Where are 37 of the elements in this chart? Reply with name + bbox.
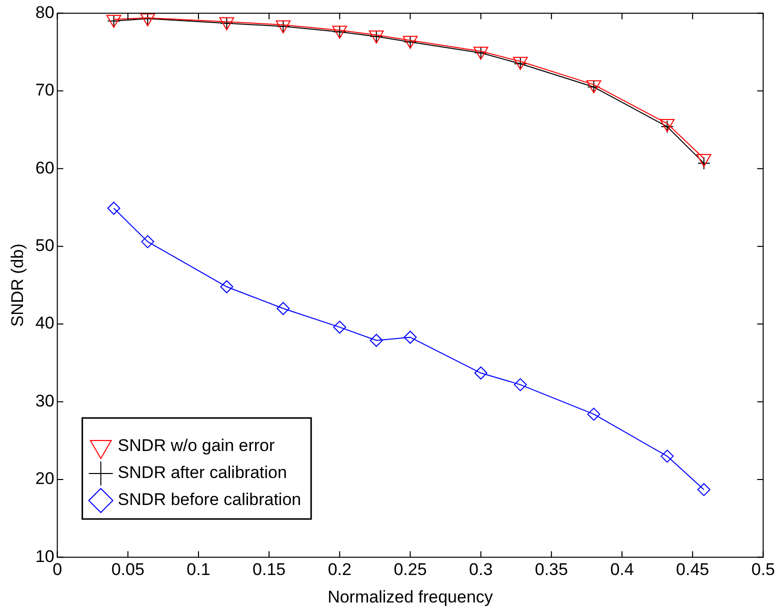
- y-tick-label: 60: [35, 158, 54, 178]
- x-tick-label: 0.3: [469, 560, 493, 580]
- x-tick-label: 0.5: [751, 560, 776, 580]
- y-tick-label: 80: [35, 2, 54, 22]
- point: [587, 408, 600, 421]
- x-tick-label: 0.45: [676, 560, 710, 580]
- x-tick-label: 0.25: [394, 560, 427, 580]
- point: [107, 202, 120, 215]
- x-tick-label: 0.1: [186, 560, 210, 580]
- x-tick-label: 0.05: [111, 560, 144, 580]
- point: [220, 280, 234, 294]
- point: [474, 366, 488, 380]
- y-tick-label: 40: [35, 314, 54, 333]
- y-tick-label: 10: [35, 546, 54, 566]
- legend-label: SNDR before calibration: [118, 490, 302, 510]
- y-tick-label: 30: [35, 391, 54, 410]
- y-tick-label: 20: [35, 469, 54, 488]
- point: [141, 235, 154, 248]
- x-tick-label: 0.4: [610, 560, 634, 580]
- point: [333, 320, 346, 334]
- point: [370, 334, 383, 347]
- y-tick-label: 50: [35, 236, 54, 256]
- point: [514, 378, 527, 392]
- x-axis-title: Normalized frequency: [328, 587, 494, 606]
- y-axis-title: SNDR (db): [8, 244, 27, 327]
- x-tick-label: 0.2: [328, 560, 352, 580]
- point: [276, 302, 290, 316]
- point: [697, 483, 710, 496]
- legend-label: SNDR w/o gain error: [118, 436, 275, 456]
- y-tick-label: 70: [35, 80, 54, 100]
- x-tick-label: 0.35: [534, 560, 568, 580]
- x-tick-label: 0.15: [252, 560, 286, 580]
- point: [697, 156, 710, 170]
- legend-label: SNDR after calibration: [118, 463, 287, 482]
- x-tick-label: 0: [52, 560, 62, 580]
- point: [660, 450, 674, 463]
- point: [404, 330, 417, 344]
